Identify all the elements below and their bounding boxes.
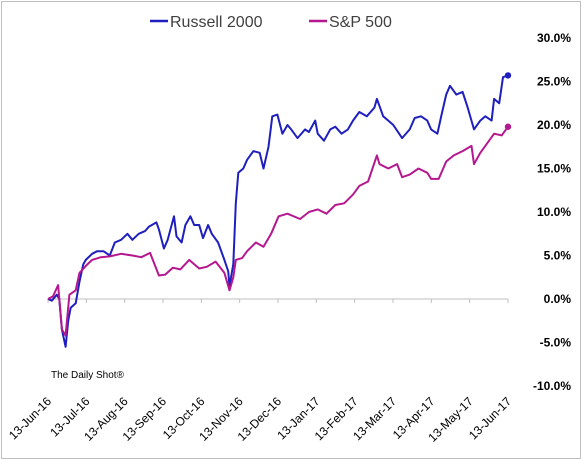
y-tick-label: 20.0% xyxy=(537,118,571,132)
source-note: The Daily Shot® xyxy=(51,370,125,381)
x-tick-label: 13-Jun-16 xyxy=(6,394,54,442)
y-tick-label: 15.0% xyxy=(537,162,571,176)
legend-label: S&P 500 xyxy=(329,14,392,31)
y-tick-label: -5.0% xyxy=(540,336,572,350)
series-end-marker xyxy=(504,123,512,130)
y-tick-label: 10.0% xyxy=(537,205,571,219)
legend: Russell 2000 S&P 500 xyxy=(150,14,392,31)
y-tick-label: 30.0% xyxy=(537,31,571,45)
series-group xyxy=(47,72,512,348)
series-line xyxy=(47,126,509,337)
legend-label: Russell 2000 xyxy=(170,14,263,31)
x-tick-label: 13-Jun-17 xyxy=(466,394,514,442)
y-tick-label: 0.0% xyxy=(544,292,572,306)
y-tick-label: 25.0% xyxy=(537,75,571,89)
y-tick-label: -10.0% xyxy=(533,379,571,393)
y-tick-label: 5.0% xyxy=(544,249,572,263)
y-axis-ticks: 30.0% 25.0% 20.0% 15.0% 10.0% 5.0% 0.0% -5.0% -1… xyxy=(533,31,571,393)
series-line xyxy=(47,74,509,348)
series-end-marker xyxy=(504,72,512,79)
